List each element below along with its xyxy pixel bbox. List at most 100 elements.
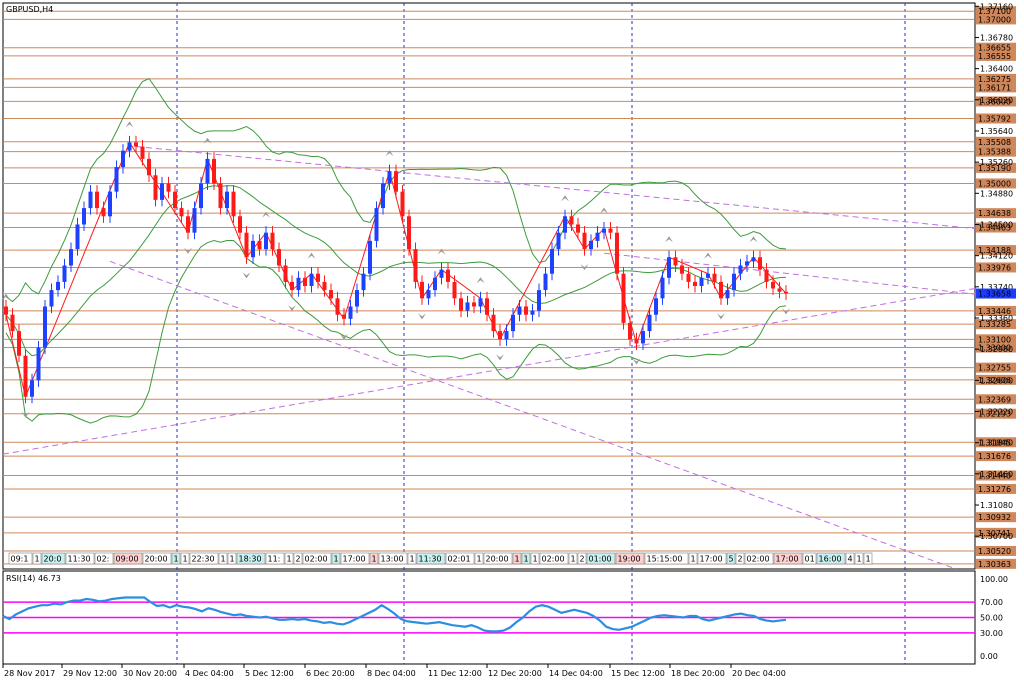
candle-body [381, 183, 385, 209]
level-label-box [976, 470, 1016, 481]
level-label-box [976, 512, 1016, 523]
candle-body [407, 216, 411, 250]
fractal-up-arrow [476, 277, 485, 284]
time-label-box [735, 552, 745, 565]
time-label-box [568, 552, 578, 565]
candle-body [212, 158, 216, 184]
level-label: 1.33446 [978, 307, 1011, 316]
candle-body [82, 208, 86, 225]
date-tick-label: 15 Dec 12:00 [611, 669, 665, 678]
candle-body [537, 290, 541, 311]
candle-body [121, 150, 125, 168]
level-label-box [976, 437, 1016, 448]
candle-body [576, 224, 580, 233]
time-label-box [512, 552, 522, 565]
time-label: 2 [738, 555, 743, 564]
candle-body [433, 277, 437, 291]
candle-body [173, 191, 177, 209]
candle-body [218, 183, 223, 209]
candle-body [205, 158, 210, 184]
fractal-down-arrow [496, 354, 504, 361]
level-label: 1.35508 [978, 138, 1011, 147]
time-label-box [744, 552, 774, 565]
time-label: 1 [515, 555, 520, 564]
level-label: 1.31676 [978, 452, 1011, 461]
candle-body [543, 273, 548, 291]
candle-body [680, 265, 684, 274]
level-label: 1.35792 [978, 114, 1011, 123]
time-label-box [845, 552, 855, 565]
price-tick-label: 1.30700 [980, 532, 1013, 541]
candle-body [413, 249, 418, 282]
level-label-box [976, 408, 1016, 419]
candle-body [17, 331, 21, 356]
level-label: 1.35000 [978, 179, 1011, 188]
level-label-box [976, 73, 1016, 84]
time-label: 1 [533, 555, 538, 564]
trend-lines [2, 146, 976, 570]
level-label: 1.33000 [978, 344, 1011, 353]
candle-body [511, 314, 515, 332]
candle-body [75, 224, 80, 250]
level-label-box [976, 245, 1016, 256]
candle-body [732, 273, 736, 291]
time-label: 20:00 [145, 555, 168, 564]
time-label: 17:00 [700, 555, 723, 564]
candle-body [153, 175, 158, 200]
time-label: 02:00 [747, 555, 770, 564]
candle-body [238, 216, 242, 233]
candle-body [322, 281, 327, 291]
price-tick-label: 1.32600 [980, 376, 1013, 385]
candle-body [179, 208, 184, 217]
date-tick-label: 11 Dec 12:00 [428, 669, 482, 678]
candle-body [166, 183, 171, 192]
level-label-box [976, 222, 1016, 233]
time-label: 11:30 [419, 555, 442, 564]
date-tick-label: 4 Dec 04:00 [185, 669, 234, 678]
level-label: 1.30363 [978, 560, 1011, 569]
candle-body [550, 249, 554, 274]
candle-body [309, 273, 314, 286]
time-label-box [369, 552, 379, 565]
candle-body [342, 314, 346, 319]
level-label-box [976, 527, 1016, 538]
price-tick-label: 1.36020 [980, 96, 1013, 105]
time-label: 1 [477, 555, 482, 564]
candle-body [660, 277, 665, 299]
symbol-label: GBPUSD,H4 [6, 5, 53, 14]
time-label-box [539, 552, 569, 565]
main-plot-frame [2, 2, 976, 570]
time-label: 1 [230, 555, 235, 564]
fractal-up-arrow [600, 207, 608, 214]
fractal-up-arrow [749, 236, 758, 243]
time-label-box [340, 552, 370, 565]
time-label: 09:00 [116, 555, 139, 564]
level-label-box [976, 334, 1016, 345]
price-tick-label: 1.33360 [980, 314, 1013, 323]
candle-body [49, 290, 54, 307]
fractal-up-arrow [665, 236, 673, 243]
time-label: 02:01 [448, 555, 471, 564]
level-label: 1.34638 [978, 209, 1011, 218]
price-tick-label: 1.36780 [980, 33, 1013, 42]
level-label: 1.31440 [978, 471, 1011, 480]
rsi-panel: 100.00 70.00 50.00 30.00 0.00 [2, 575, 1008, 661]
candle-body [264, 232, 268, 250]
date-tick-label: 18 Dec 20:00 [671, 669, 725, 678]
level-label-box [976, 342, 1016, 353]
time-label-box [171, 552, 181, 565]
level-label: 1.36171 [978, 83, 1011, 92]
level-label: 1.34463 [978, 224, 1011, 233]
time-label: 1 [334, 555, 339, 564]
level-label-box [976, 394, 1016, 405]
candle-body [530, 310, 535, 315]
candle-body [498, 331, 502, 340]
level-label-box [976, 483, 1016, 494]
candle-body [758, 257, 762, 270]
candle-body [134, 142, 138, 147]
time-label: 20:0 [44, 555, 62, 564]
candle-body [569, 216, 574, 225]
fractal-down-arrow [717, 313, 725, 320]
candle-body [478, 298, 483, 307]
